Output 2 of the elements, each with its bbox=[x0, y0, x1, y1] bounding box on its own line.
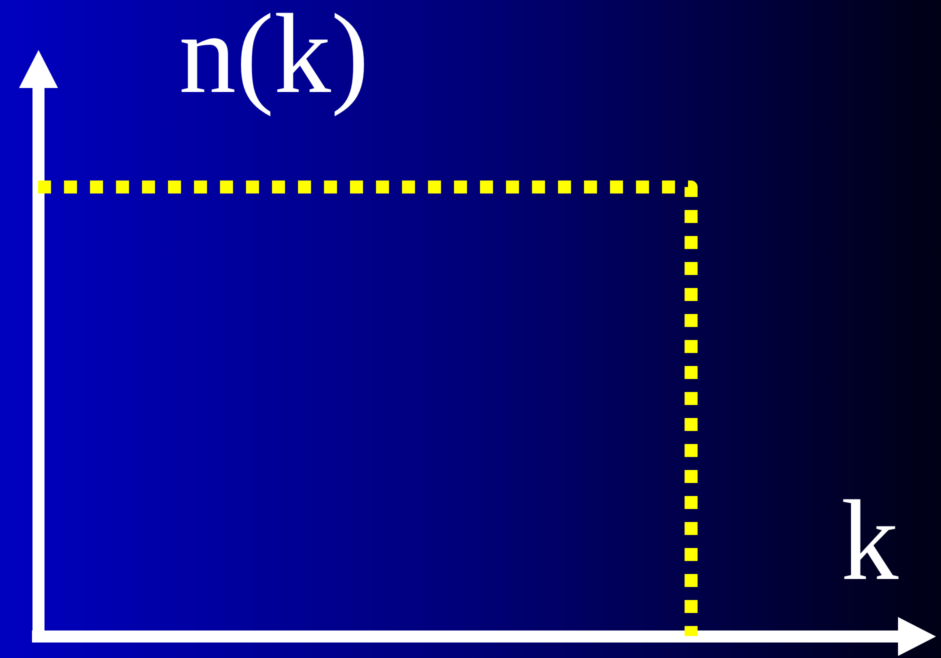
y-axis-title: n(k) bbox=[179, 0, 369, 117]
x-axis-title: k bbox=[841, 477, 898, 604]
